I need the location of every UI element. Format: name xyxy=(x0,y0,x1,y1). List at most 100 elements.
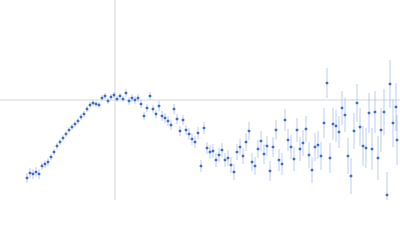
data-point xyxy=(199,164,203,168)
data-point xyxy=(220,148,224,152)
data-point xyxy=(175,117,179,121)
data-point xyxy=(355,101,359,105)
data-point xyxy=(100,96,104,100)
data-point xyxy=(331,122,335,126)
data-point xyxy=(298,147,302,151)
data-point xyxy=(103,94,107,98)
data-point xyxy=(337,130,341,134)
data-point xyxy=(322,121,326,125)
data-point xyxy=(166,119,170,123)
data-point xyxy=(136,96,140,100)
data-point xyxy=(97,103,101,107)
data-point xyxy=(265,144,269,148)
data-point xyxy=(70,125,74,129)
data-point xyxy=(190,137,194,141)
data-point xyxy=(301,141,305,145)
data-point xyxy=(223,158,227,162)
data-point xyxy=(352,129,356,133)
data-point xyxy=(325,81,329,85)
data-point xyxy=(40,164,44,168)
data-point xyxy=(46,160,50,164)
data-point xyxy=(274,128,278,132)
data-point xyxy=(151,107,155,111)
data-point xyxy=(391,121,395,125)
data-point xyxy=(343,113,347,117)
data-point xyxy=(394,105,398,109)
data-point xyxy=(262,152,266,156)
data-point xyxy=(118,94,122,98)
data-point xyxy=(232,170,236,174)
data-point xyxy=(145,106,149,110)
data-point xyxy=(49,155,53,159)
data-point xyxy=(316,143,320,147)
data-point xyxy=(178,129,182,133)
data-point xyxy=(121,97,125,101)
data-point xyxy=(271,145,275,149)
data-point xyxy=(208,150,212,154)
data-point xyxy=(205,146,209,150)
data-point xyxy=(142,114,146,118)
data-point xyxy=(133,98,137,102)
data-point xyxy=(229,163,233,167)
data-point xyxy=(88,103,92,107)
data-point xyxy=(367,111,371,115)
chart xyxy=(0,0,400,200)
data-point xyxy=(238,145,242,149)
data-point xyxy=(334,124,338,128)
data-point xyxy=(214,158,218,162)
data-point xyxy=(193,140,197,144)
data-point xyxy=(395,138,399,142)
data-point xyxy=(109,95,113,99)
data-point xyxy=(130,96,134,100)
data-point xyxy=(85,107,89,111)
data-point xyxy=(307,153,311,157)
data-point xyxy=(160,114,164,118)
data-point xyxy=(250,160,254,164)
data-point xyxy=(313,145,317,149)
data-point xyxy=(91,101,95,105)
data-point xyxy=(376,156,380,160)
data-point xyxy=(202,126,206,130)
data-point xyxy=(310,168,314,172)
data-point xyxy=(148,94,152,98)
data-point xyxy=(247,129,251,133)
data-point xyxy=(358,125,362,129)
data-point xyxy=(253,164,257,168)
data-point xyxy=(172,107,176,111)
data-point xyxy=(157,104,161,108)
data-point xyxy=(211,149,215,153)
data-point xyxy=(73,122,77,126)
data-point xyxy=(235,150,239,154)
data-point xyxy=(328,156,332,160)
data-point xyxy=(181,118,185,122)
data-point xyxy=(364,146,368,150)
data-point xyxy=(370,147,374,151)
data-point xyxy=(244,140,248,144)
data-point xyxy=(124,91,128,95)
data-point xyxy=(31,172,35,176)
data-point xyxy=(388,82,392,86)
data-point xyxy=(169,123,173,127)
data-point xyxy=(382,110,386,114)
data-point xyxy=(28,171,32,175)
data-point xyxy=(379,128,383,132)
data-point xyxy=(196,131,200,135)
data-point xyxy=(241,154,245,158)
data-point xyxy=(154,112,158,116)
data-point xyxy=(139,102,143,106)
data-point xyxy=(25,176,29,180)
data-point xyxy=(283,118,287,122)
data-point xyxy=(280,162,284,166)
data-point xyxy=(52,150,56,154)
data-point xyxy=(340,106,344,110)
data-point xyxy=(361,144,365,148)
data-point xyxy=(55,144,59,148)
data-point xyxy=(64,132,68,136)
data-point xyxy=(346,154,350,158)
data-point xyxy=(292,157,296,161)
data-point xyxy=(58,140,62,144)
data-point xyxy=(76,119,80,123)
data-point xyxy=(256,147,260,151)
data-point xyxy=(79,115,83,119)
data-point xyxy=(43,162,47,166)
